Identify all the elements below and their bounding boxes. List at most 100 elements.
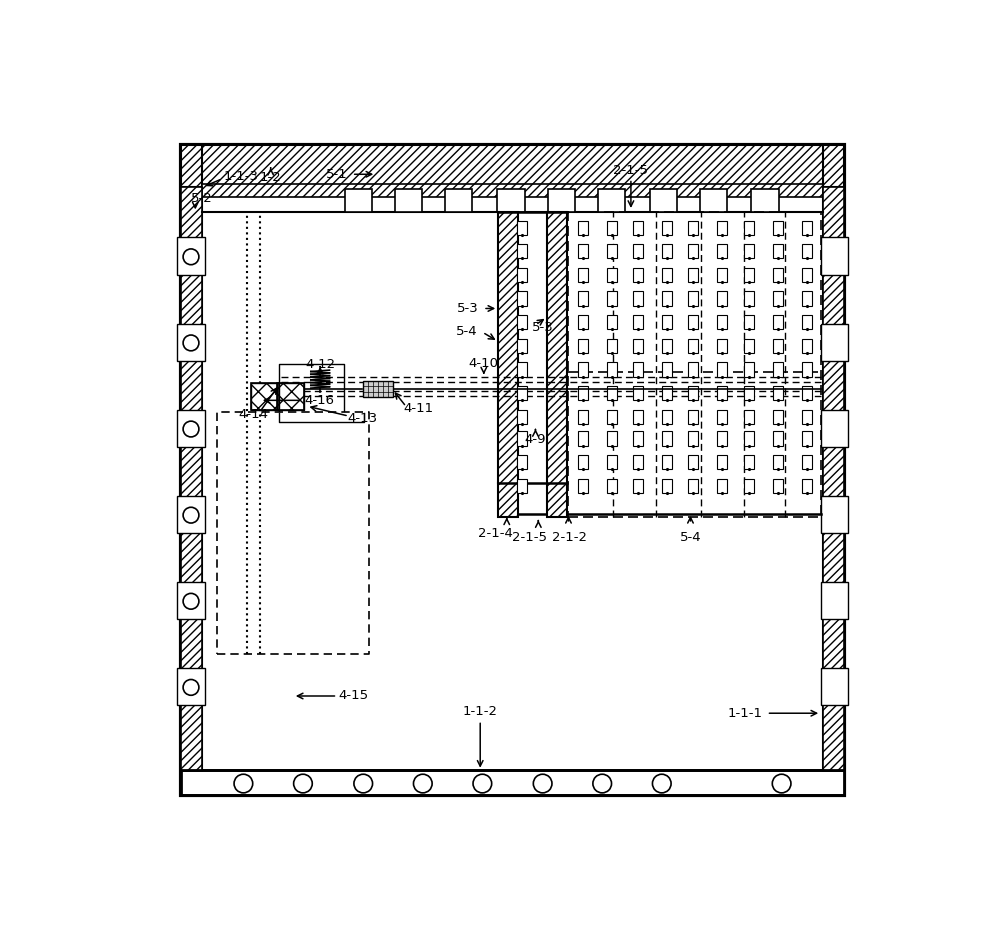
Circle shape	[183, 507, 199, 523]
Bar	[517, 432, 527, 445]
Bar	[578, 455, 588, 469]
Text: 5-4: 5-4	[456, 325, 478, 338]
Bar	[251, 383, 279, 410]
Text: 1-1-2: 1-1-2	[463, 706, 498, 719]
Bar	[744, 221, 754, 235]
Bar	[607, 432, 617, 445]
Bar	[688, 455, 698, 469]
Bar	[744, 478, 754, 493]
Bar	[717, 338, 727, 353]
Bar	[802, 267, 812, 281]
Text: 4-10: 4-10	[469, 357, 499, 369]
Bar	[662, 455, 672, 469]
Text: 5-4: 5-4	[680, 531, 701, 544]
Bar	[802, 410, 812, 424]
Bar	[633, 386, 643, 401]
Bar	[345, 189, 372, 212]
Bar	[445, 189, 472, 212]
Text: 4-14: 4-14	[238, 408, 268, 421]
Bar	[802, 315, 812, 329]
Text: 5-1: 5-1	[326, 168, 347, 181]
Bar	[802, 478, 812, 493]
Bar	[744, 315, 754, 329]
Bar	[633, 315, 643, 329]
Circle shape	[294, 774, 312, 793]
Bar	[578, 410, 588, 424]
Bar	[751, 189, 779, 212]
Bar	[578, 478, 588, 493]
Bar	[773, 410, 783, 424]
Bar	[251, 383, 279, 410]
Bar	[773, 338, 783, 353]
Bar	[744, 386, 754, 401]
Bar	[700, 189, 727, 212]
Bar	[607, 410, 617, 424]
Text: 1-1-3: 1-1-3	[224, 170, 259, 183]
Bar	[662, 432, 672, 445]
Bar	[773, 267, 783, 281]
Bar	[662, 244, 672, 258]
Bar	[607, 267, 617, 281]
Bar	[744, 244, 754, 258]
Bar	[578, 363, 588, 377]
Bar	[744, 338, 754, 353]
Bar	[688, 410, 698, 424]
Bar	[717, 221, 727, 235]
Bar	[802, 432, 812, 445]
Bar	[607, 338, 617, 353]
Bar	[662, 363, 672, 377]
Bar	[517, 267, 527, 281]
Text: 2-1-5: 2-1-5	[613, 164, 648, 177]
Bar	[773, 221, 783, 235]
Bar	[717, 410, 727, 424]
Circle shape	[473, 774, 492, 793]
Bar	[662, 338, 672, 353]
Bar	[717, 432, 727, 445]
Bar	[578, 291, 588, 306]
Bar	[177, 496, 205, 533]
Bar	[688, 291, 698, 306]
Bar	[578, 386, 588, 401]
Text: 4-11: 4-11	[403, 403, 434, 416]
Bar	[177, 668, 205, 706]
Text: 2-1-4: 2-1-4	[478, 527, 513, 540]
Bar	[773, 432, 783, 445]
Text: 5-3: 5-3	[457, 302, 479, 315]
Text: 5-2: 5-2	[191, 192, 213, 205]
Circle shape	[772, 774, 791, 793]
Bar	[202, 144, 823, 187]
Bar	[177, 582, 205, 619]
Bar	[633, 291, 643, 306]
Bar	[517, 221, 527, 235]
Text: 4-13: 4-13	[347, 412, 378, 425]
Bar	[517, 363, 527, 377]
Bar	[497, 189, 525, 212]
Bar	[363, 381, 393, 397]
Text: 1-1-1: 1-1-1	[727, 706, 762, 720]
Bar	[662, 267, 672, 281]
Bar	[633, 363, 643, 377]
Bar	[395, 189, 422, 212]
Bar	[717, 244, 727, 258]
Bar	[202, 184, 823, 197]
Bar	[662, 221, 672, 235]
Bar	[181, 144, 202, 187]
Bar	[821, 323, 848, 361]
Bar	[517, 455, 527, 469]
Bar	[607, 221, 617, 235]
Bar	[607, 363, 617, 377]
Bar	[517, 291, 527, 306]
Bar	[662, 410, 672, 424]
Bar	[773, 478, 783, 493]
Circle shape	[413, 774, 432, 793]
Bar	[202, 168, 823, 771]
Bar	[633, 338, 643, 353]
Bar	[277, 383, 304, 410]
Bar	[688, 267, 698, 281]
Bar	[802, 244, 812, 258]
Bar	[578, 315, 588, 329]
Bar	[662, 291, 672, 306]
Text: 4-15: 4-15	[339, 690, 369, 703]
Bar	[717, 363, 727, 377]
Circle shape	[183, 249, 199, 265]
